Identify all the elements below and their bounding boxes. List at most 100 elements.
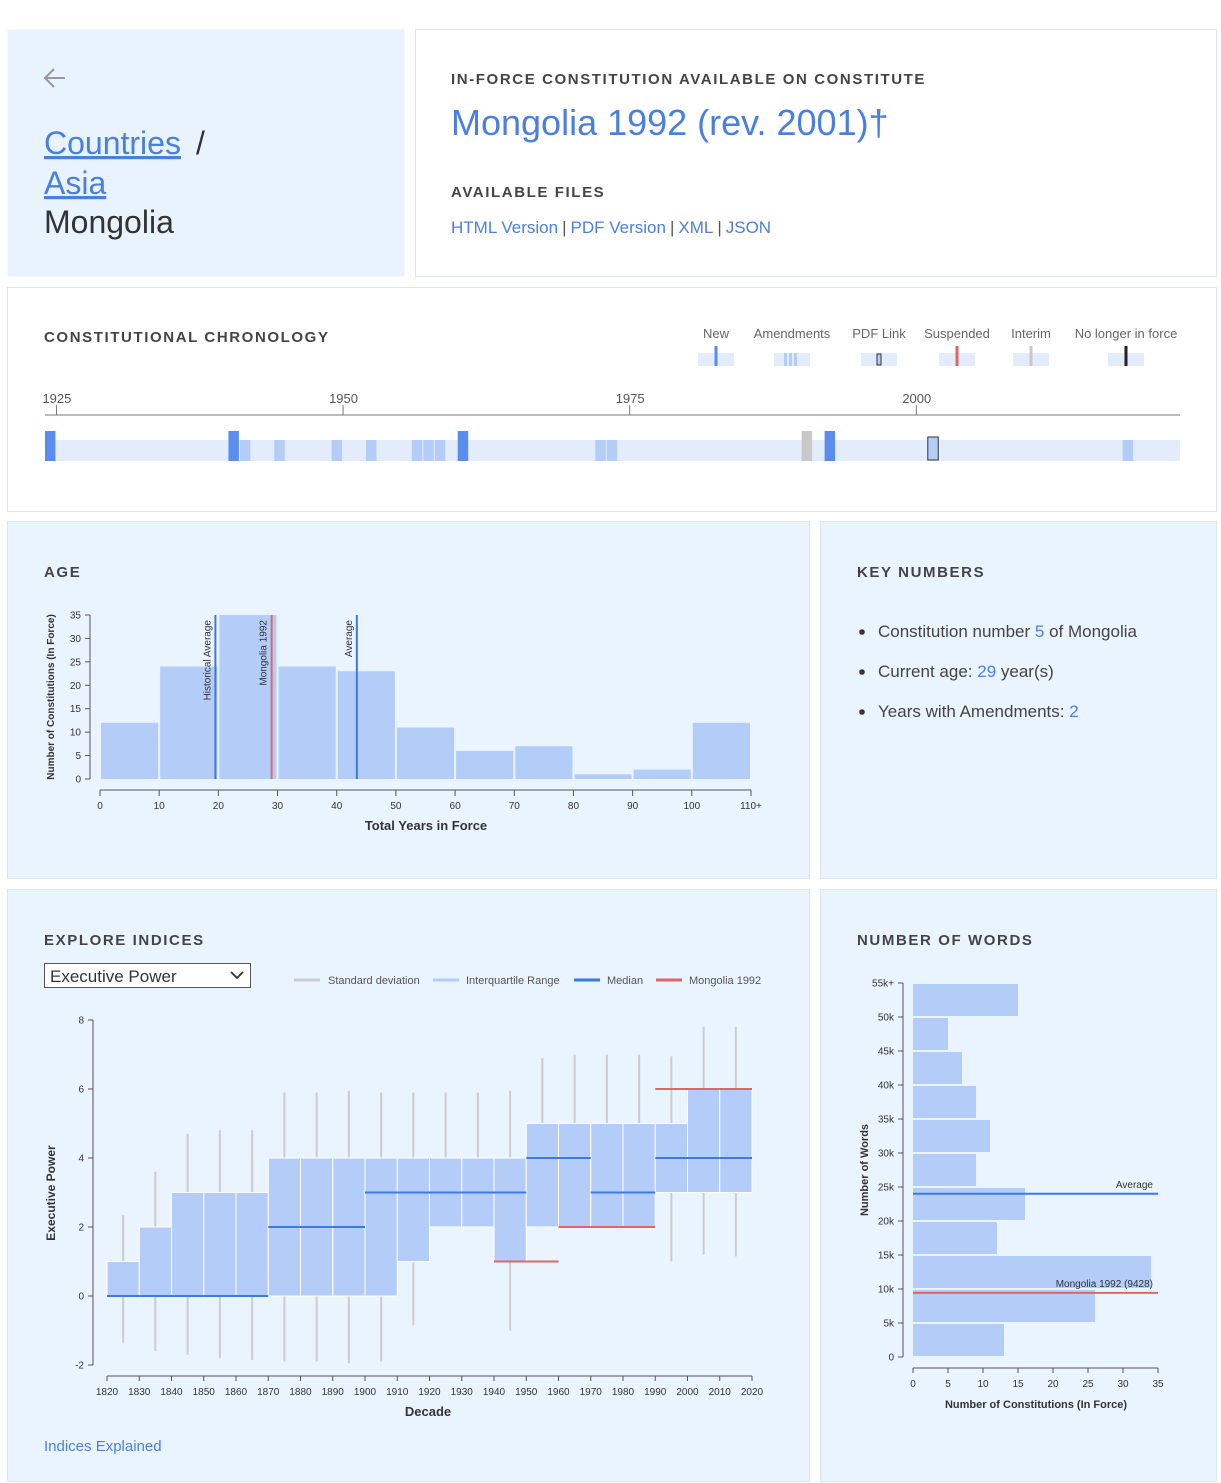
bar [160, 666, 218, 779]
legend-label: Standard deviation [328, 975, 420, 987]
y-axis-label: Number of Words [859, 1124, 871, 1216]
y-tick-label: -2 [75, 1361, 84, 1372]
legend-label: No longer in force [1075, 326, 1178, 341]
index-select-value[interactable]: Executive Power [50, 967, 177, 986]
chronology-panel [7, 287, 1217, 512]
key-numbers: Constitution number 5 of Mongolia Current… [859, 622, 1138, 721]
event [411, 440, 423, 461]
bar [913, 1086, 976, 1118]
file-separator: | [670, 218, 674, 237]
x-tick-label: 0 [910, 1379, 916, 1390]
event [927, 436, 939, 461]
x-tick-label: 1980 [612, 1387, 635, 1398]
section-title: AGE [44, 564, 81, 581]
x-tick-label: 90 [627, 801, 639, 812]
section-label: AVAILABLE FILES [451, 184, 605, 201]
y-tick-label: 0 [78, 1292, 84, 1303]
y-tick-label: 35 [70, 611, 82, 622]
event [457, 431, 469, 461]
iqr-box [687, 1088, 721, 1193]
bar [515, 746, 573, 779]
x-tick-label: 1975 [616, 391, 645, 406]
x-tick-label: 10 [977, 1379, 989, 1390]
bar [456, 750, 514, 779]
file-link[interactable]: PDF Version [571, 218, 666, 237]
x-tick-label: 1900 [354, 1387, 377, 1398]
y-tick-label: 30k [878, 1149, 895, 1160]
y-tick-label: 8 [78, 1016, 84, 1027]
iqr-box [525, 1123, 559, 1228]
reference-label: Average [344, 620, 355, 658]
legend-label: Suspended [924, 326, 990, 341]
select-chevron[interactable] [230, 971, 244, 980]
bar [913, 1052, 962, 1084]
event [239, 440, 251, 461]
iqr-box [590, 1123, 624, 1228]
x-tick-label: 1940 [483, 1387, 506, 1398]
x-tick-label: 1870 [257, 1387, 280, 1398]
x-tick-label: 20 [213, 801, 225, 812]
x-tick-label: 1950 [515, 1387, 538, 1398]
y-tick-label: 50k [878, 1013, 895, 1024]
file-link[interactable]: HTML Version [451, 218, 558, 237]
x-tick-label: 1850 [193, 1387, 216, 1398]
y-tick-label: 2 [78, 1223, 84, 1234]
section-label: IN-FORCE CONSTITUTION AVAILABLE ON CONST… [451, 71, 926, 88]
breadcrumb-link[interactable]: Asia [44, 165, 106, 201]
breadcrumb-link[interactable]: Countries [44, 125, 181, 161]
iqr-box [558, 1123, 592, 1228]
index-select[interactable] [44, 963, 251, 988]
x-tick-label: 70 [509, 801, 521, 812]
x-axis-label: Decade [405, 1404, 451, 1419]
x-tick-label: 2020 [741, 1387, 764, 1398]
bar [219, 615, 277, 779]
legend-swatch [1029, 346, 1033, 366]
legend-label: Amendments [754, 326, 831, 341]
back-arrow[interactable] [43, 68, 65, 88]
event [434, 440, 446, 461]
file-link[interactable]: JSON [726, 218, 771, 237]
y-tick-label: 35k [878, 1115, 895, 1126]
bar [337, 671, 395, 779]
section-title: NUMBER OF WORDS [857, 932, 1034, 949]
key-number: Constitution number 5 of Mongolia [878, 622, 1138, 641]
section-title: CONSTITUTIONAL CHRONOLOGY [44, 329, 330, 346]
y-tick-label: 4 [78, 1154, 84, 1165]
event [606, 440, 618, 461]
y-axis-label: Number of Constitutions (In Force) [46, 614, 57, 780]
event [423, 440, 434, 461]
breadcrumb-separator: / [196, 125, 205, 161]
y-tick-label: 0 [888, 1353, 894, 1364]
legend-label: PDF Link [852, 326, 906, 341]
x-tick-label: 80 [568, 801, 580, 812]
constitution-title[interactable]: Mongolia 1992 (rev. 2001)† [451, 102, 889, 143]
bar [396, 727, 455, 779]
files-list: HTML Version | PDF Version | XML | JSON [451, 218, 771, 237]
legend-label: Interim [1011, 326, 1051, 341]
x-tick-label: 1860 [225, 1387, 248, 1398]
x-tick-label: 1960 [547, 1387, 570, 1398]
y-tick-label: 25 [70, 657, 82, 668]
reference-label: Average [1116, 1180, 1154, 1191]
file-link[interactable]: XML [678, 218, 713, 237]
x-tick-label: 1840 [160, 1387, 183, 1398]
x-tick-label: 1830 [128, 1387, 151, 1398]
x-tick-label: 2010 [709, 1387, 732, 1398]
event [366, 440, 377, 461]
y-tick-label: 6 [78, 1085, 84, 1096]
bullet [859, 709, 865, 715]
x-tick-label: 30 [272, 801, 284, 812]
legend-swatch [876, 353, 882, 366]
y-tick-label: 20k [878, 1217, 895, 1228]
x-tick-label: 110+ [740, 801, 762, 812]
y-tick-label: 40k [878, 1081, 895, 1092]
y-tick-label: 10k [878, 1285, 895, 1296]
bar [913, 1256, 1151, 1288]
x-tick-label: 20 [1047, 1379, 1059, 1390]
legend-label: New [703, 326, 730, 341]
bar [913, 1018, 948, 1050]
bar [913, 1120, 990, 1152]
key-text: Constitution number [878, 622, 1035, 641]
x-tick-label: 1910 [386, 1387, 409, 1398]
indices-link[interactable]: Indices Explained [44, 1438, 162, 1455]
